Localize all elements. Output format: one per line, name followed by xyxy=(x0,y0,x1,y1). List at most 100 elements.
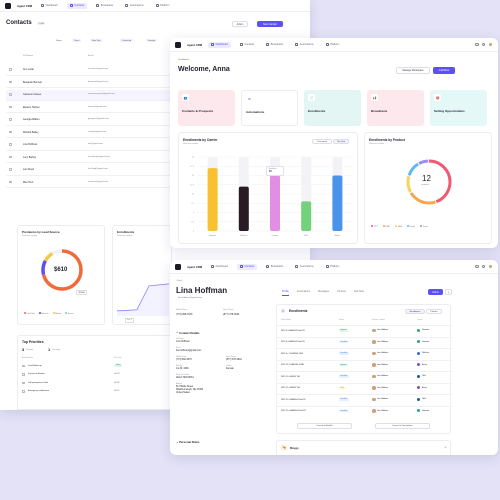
nav-platform[interactable]: Platform xyxy=(323,264,343,270)
row-checkbox[interactable] xyxy=(9,68,12,71)
contact-tab[interactable]: Add Note xyxy=(353,290,364,293)
nav-dashboard[interactable]: Dashboard xyxy=(208,41,231,48)
table-row[interactable]: Luis Floyd luis.floyd@gmail.com xyxy=(6,165,176,175)
contact-name[interactable]: Benjamin Bennett xyxy=(23,80,42,84)
priority-row[interactable]: Call prospective client Jul 18 xyxy=(18,379,173,387)
nav-contacts[interactable]: Contacts xyxy=(236,263,258,270)
breadcrumb[interactable]: Dashboard xyxy=(178,59,189,61)
contact-tab[interactable]: Messages xyxy=(318,290,329,293)
help-icon[interactable] xyxy=(481,264,485,269)
contact-name[interactable]: Ann Lazar xyxy=(23,68,34,71)
user-avatar[interactable] xyxy=(488,264,493,269)
contact-name[interactable]: Cameron Graves xyxy=(23,93,42,96)
field-value[interactable]: 517 Battle Street Washburnough, NE 37480… xyxy=(176,385,203,394)
nav-platform[interactable]: Platform xyxy=(323,42,343,48)
field-value[interactable]: (773) 966-3070 xyxy=(176,358,192,361)
priority-row[interactable]: Emergency notification Jul 19 xyxy=(18,388,173,396)
personal-notes-heading[interactable]: ⌄ Personal Notes xyxy=(176,440,200,444)
enrollment-row[interactable]: 2022-11 • HM40054 Profit XX Enrolled Lina … xyxy=(277,394,452,405)
dashboard-tile[interactable]: 📄 Enrollments xyxy=(304,90,361,126)
enrollment-row[interactable]: 2022-6 • HM40054 Profit XX Enrolled Lina H… xyxy=(277,336,452,348)
table-row[interactable]: Cameron Graves cameron.graves@gmail.com xyxy=(6,90,176,100)
contact-tab[interactable]: Profile xyxy=(282,290,289,296)
tab-enrollments[interactable]: Enrollments xyxy=(405,309,425,314)
row-checkbox[interactable] xyxy=(9,118,12,121)
product-slice[interactable] xyxy=(406,159,452,205)
contacts-action-button[interactable]: Action xyxy=(232,21,248,27)
new-contact-button[interactable]: New Contact xyxy=(257,21,283,27)
carrier-bar[interactable] xyxy=(301,201,312,231)
tab-this-month[interactable]: This month xyxy=(312,139,332,144)
priority-row[interactable]: Lead follow-up Today xyxy=(18,362,173,370)
table-row[interactable]: Lina Hoffman lina@gmail.com xyxy=(6,140,176,150)
nav-contacts[interactable]: Contacts xyxy=(66,2,88,9)
contact-name[interactable]: Lucy Bishop xyxy=(23,155,37,159)
filter-georgia[interactable]: Georgia xyxy=(146,39,158,42)
tab-policies[interactable]: Policies xyxy=(426,309,442,314)
tab-this-year[interactable]: This Year xyxy=(333,139,349,144)
contact-tab[interactable]: Automations xyxy=(296,290,311,293)
filter-contacted[interactable]: Contacted xyxy=(120,39,134,42)
nav-broadcasts[interactable]: Broadcasts xyxy=(93,3,116,9)
enrollment-row[interactable]: 2022-11 • HN0097 GB Plan Lina Hoffman Aetna xyxy=(277,382,452,394)
back-link[interactable]: ‹ Back xyxy=(176,280,183,282)
table-row[interactable]: Richard Bailey r.bailey@gmail.com xyxy=(6,128,176,138)
field-value[interactable]: Jul 30, 1966 xyxy=(176,367,189,370)
nav-dashboard[interactable]: Dashboard xyxy=(38,3,61,9)
contact-action-button[interactable]: Action xyxy=(428,289,443,295)
contact-name[interactable]: Luis Floyd xyxy=(23,168,34,171)
contact-name[interactable]: Georgia Walton xyxy=(23,118,40,121)
contact-tab[interactable]: Timeline xyxy=(336,290,346,293)
bell-icon[interactable] xyxy=(475,42,479,47)
enrollment-row[interactable]: 2022-6 • HM40054 Profit XX Applied Lina Ho… xyxy=(277,325,452,336)
nav-broadcasts[interactable]: Broadcasts xyxy=(263,42,286,48)
add-icon-button[interactable]: ＋ xyxy=(445,289,452,295)
enrollment-row[interactable]: 2022-12 17-HM5045 VITAL Applied Lina Hoffm… xyxy=(277,359,452,371)
dashboard-tile[interactable]: ⚙ Automations xyxy=(241,90,298,126)
table-row[interactable]: Lucy Bishop lucy.bishop@gmail.com xyxy=(6,153,176,163)
priority-checkbox[interactable] xyxy=(22,390,25,393)
column-full-name[interactable]: Full Name xyxy=(23,55,33,57)
row-checkbox[interactable] xyxy=(9,180,12,183)
field-value[interactable]: lina.hoffman@gmail.com xyxy=(176,349,202,352)
column-email[interactable]: Email xyxy=(88,55,94,57)
carrier-bar[interactable] xyxy=(332,175,343,232)
table-row[interactable]: Benjamin Bennett benjamin@gmail.com xyxy=(6,78,176,88)
enrollment-row[interactable]: 2022-11 • HM40054 Profit XX Enrolled Lina … xyxy=(277,405,452,417)
enrollment-row[interactable]: 2022-11 • HN0097 GB Enrolled Lina Hoffman U… xyxy=(277,371,452,382)
row-checkbox[interactable] xyxy=(9,130,12,133)
nav-platform[interactable]: Platform xyxy=(153,3,173,9)
field-value[interactable]: 1EG4-TE5-MK64 xyxy=(176,376,194,379)
priority-checkbox[interactable] xyxy=(22,364,25,367)
field-value[interactable]: Female xyxy=(226,367,234,370)
carrier-bar[interactable] xyxy=(238,186,249,231)
nav-automations[interactable]: Automations xyxy=(122,3,146,9)
product-slice[interactable] xyxy=(406,159,452,205)
contact-name[interactable]: Richard Bailey xyxy=(23,130,39,134)
nav-broadcasts[interactable]: Broadcasts xyxy=(263,264,286,270)
product-slice[interactable] xyxy=(406,159,452,205)
table-row[interactable]: Ann Lazar ann.lazar@gmail.com xyxy=(6,65,176,75)
row-checkbox[interactable] xyxy=(9,143,12,146)
add-block-button[interactable]: Add Block xyxy=(433,67,455,74)
row-checkbox[interactable] xyxy=(9,80,12,83)
filter-texas[interactable]: Texas xyxy=(72,39,82,42)
priority-checkbox[interactable] xyxy=(22,381,25,384)
priority-row[interactable]: Insurance Review Jul 18 xyxy=(18,371,173,379)
field-value[interactable]: (877) 378-3644 xyxy=(226,358,242,361)
filter-status[interactable]: Status xyxy=(56,40,62,42)
contact-name[interactable]: Max Hunt xyxy=(23,180,34,184)
drugs-add-icon[interactable]: ＋ xyxy=(444,445,448,449)
launch-backlist-button[interactable]: Launch in Backlist xyxy=(297,423,352,429)
table-row[interactable]: Eleanor Harries eleanor@gmail.com xyxy=(6,103,176,113)
nav-automations[interactable]: Automations xyxy=(292,42,316,48)
filter-new-york[interactable]: New York xyxy=(90,39,103,42)
dashboard-tile[interactable]: 🎯 Setting Opportunities xyxy=(430,90,487,126)
launch-connections-button[interactable]: Launch in Connections xyxy=(375,423,430,429)
contact-details-heading[interactable]: ⌃ Contact Details xyxy=(176,331,200,335)
nav-contacts[interactable]: Contacts xyxy=(237,42,257,48)
carrier-bar[interactable] xyxy=(270,175,280,232)
user-avatar[interactable] xyxy=(488,42,493,47)
field-value[interactable]: Lina Hoffman xyxy=(176,340,190,343)
contact-name[interactable]: Eleanor Harries xyxy=(23,105,40,109)
